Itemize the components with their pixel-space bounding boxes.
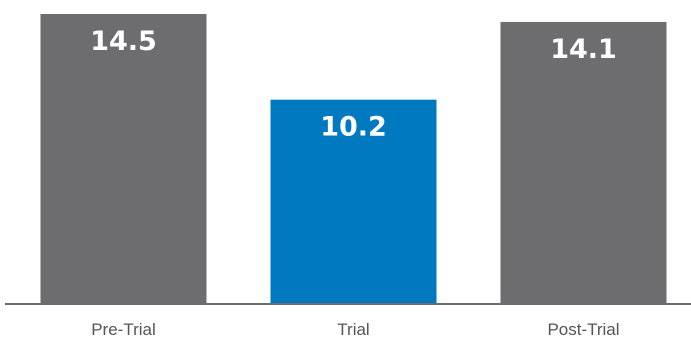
data-label-trial: 10.2 xyxy=(320,112,387,143)
bar-post-trial xyxy=(500,21,667,303)
x-tick-labels-layer: Pre-Trial Trial Post-Trial xyxy=(91,320,619,339)
value-labels-layer: 14.5 10.2 14.1 xyxy=(90,26,617,143)
x-tick-label-pre-trial: Pre-Trial xyxy=(91,320,156,339)
data-label-post-trial: 14.1 xyxy=(550,34,617,65)
x-tick-label-trial: Trial xyxy=(337,320,369,339)
bar-pre-trial xyxy=(40,13,207,304)
data-label-pre-trial: 14.5 xyxy=(90,26,157,57)
x-tick-label-post-trial: Post-Trial xyxy=(547,320,619,339)
bars-layer xyxy=(40,13,667,304)
bar-trial xyxy=(270,99,437,303)
